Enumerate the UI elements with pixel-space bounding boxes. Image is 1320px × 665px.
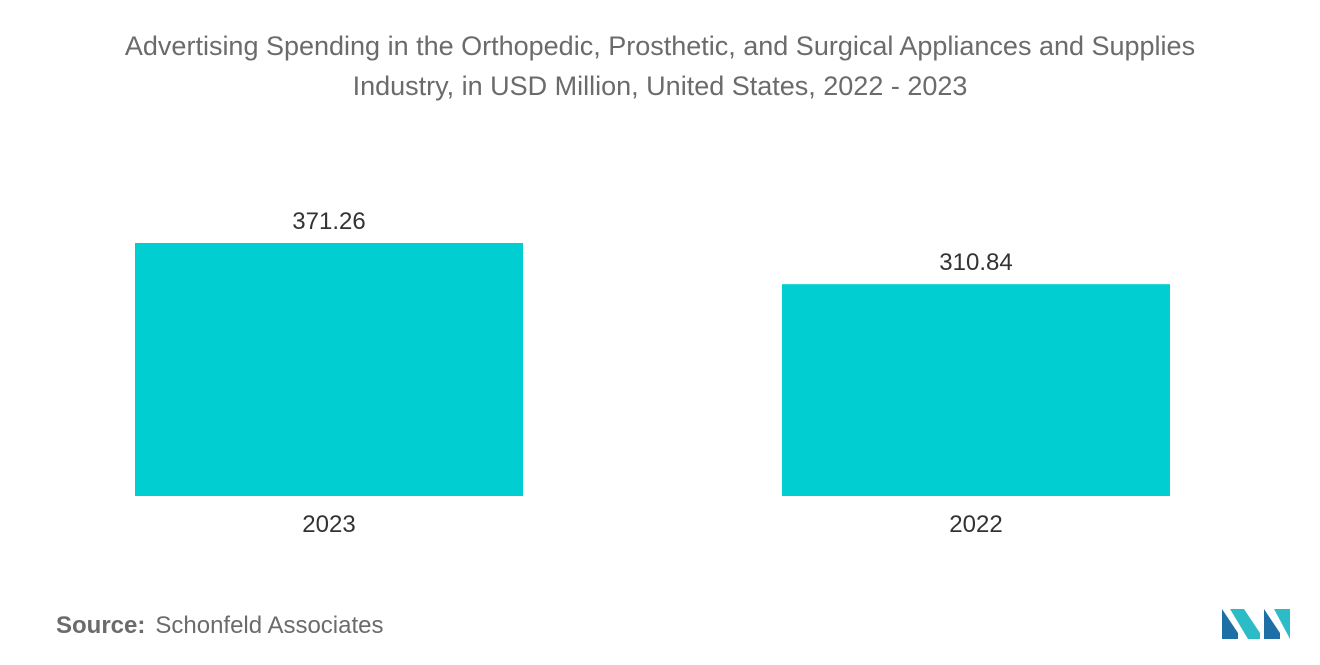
logo-mark-right [1264,609,1280,639]
chart-title-line-1: Advertising Spending in the Orthopedic, … [124,31,1196,61]
logo-mark-left [1222,609,1238,639]
source-label: Source: [56,612,146,639]
value-label-2022: 310.84 [939,249,1012,276]
mordor-logo-icon [1222,609,1290,639]
category-label-2023: 2023 [302,511,355,538]
source-text: Schonfeld Associates [155,612,384,639]
bar-2023 [135,243,523,496]
bar-2022 [782,284,1170,496]
category-label-2022: 2022 [949,511,1002,538]
chart-title-line-2: Industry, in USD Million, United States,… [352,71,968,101]
source-note: Source: Schonfeld Associates [56,612,384,640]
chart-title: Advertising Spending in the Orthopedic, … [0,26,1320,106]
logo-mark-mid [1230,609,1260,639]
value-label-2023: 371.26 [292,208,365,235]
logo-mark-end [1274,609,1290,639]
